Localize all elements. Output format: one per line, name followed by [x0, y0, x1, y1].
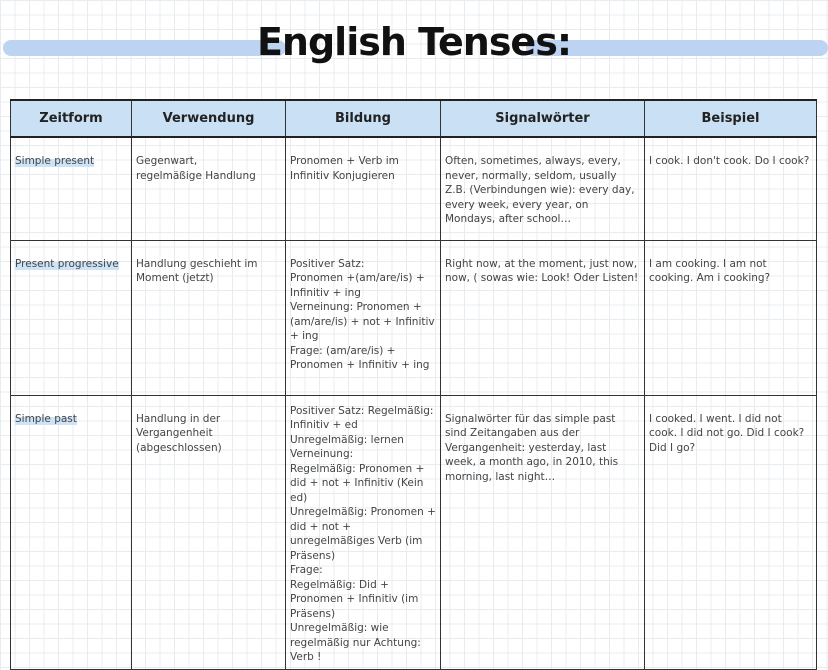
header-verwendung: Verwendung [131, 99, 286, 138]
signal-cell: Often, sometimes, always, every, never, … [440, 136, 645, 241]
usage-cell: Handlung geschieht im Moment (jetzt) [131, 239, 286, 396]
formation-cell: Positiver Satz: Pronomen +(am/are/is) + … [285, 239, 441, 396]
formation-cell: Pronomen + Verb im Infinitiv Konjugieren [285, 136, 441, 241]
table-row: Simple past Handlung in der Vergangenhei… [10, 394, 817, 670]
header-signalwoerter: Signalwörter [440, 99, 645, 138]
example-cell: I am cooking. I am not cooking. Am i coo… [644, 239, 817, 396]
signal-cell: Signalwörter für das simple past sind Ze… [440, 394, 645, 670]
tense-name: Present progressive [15, 257, 119, 270]
title-bar-left [3, 40, 286, 56]
usage-cell: Handlung in der Vergangenheit (abgeschlo… [131, 394, 286, 670]
signal-cell: Right now, at the moment, just now, now,… [440, 239, 645, 396]
tenses-table: Zeitform Verwendung Bildung Signalwörter… [10, 99, 817, 670]
page-title: English Tenses: [256, 20, 572, 64]
table-row: Simple present Gegenwart, regelmäßige Ha… [10, 136, 817, 241]
tense-name: Simple present [15, 155, 95, 167]
example-cell: I cook. I don't cook. Do I cook? [644, 136, 817, 241]
title-bar-right [526, 40, 828, 56]
table-row: Present progressive Handlung geschieht i… [10, 239, 817, 396]
header-bildung: Bildung [285, 99, 441, 138]
header-zeitform: Zeitform [10, 99, 132, 138]
table-header-row: Zeitform Verwendung Bildung Signalwörter… [10, 99, 817, 138]
usage-cell: Gegenwart, regelmäßige Handlung [131, 136, 286, 241]
formation-cell: Positiver Satz: Regelmäßig: Infinitiv + … [285, 394, 441, 670]
header-beispiel: Beispiel [644, 99, 817, 138]
example-cell: I cooked. I went. I did not cook. I did … [644, 394, 817, 670]
tense-name: Simple past [15, 412, 77, 425]
